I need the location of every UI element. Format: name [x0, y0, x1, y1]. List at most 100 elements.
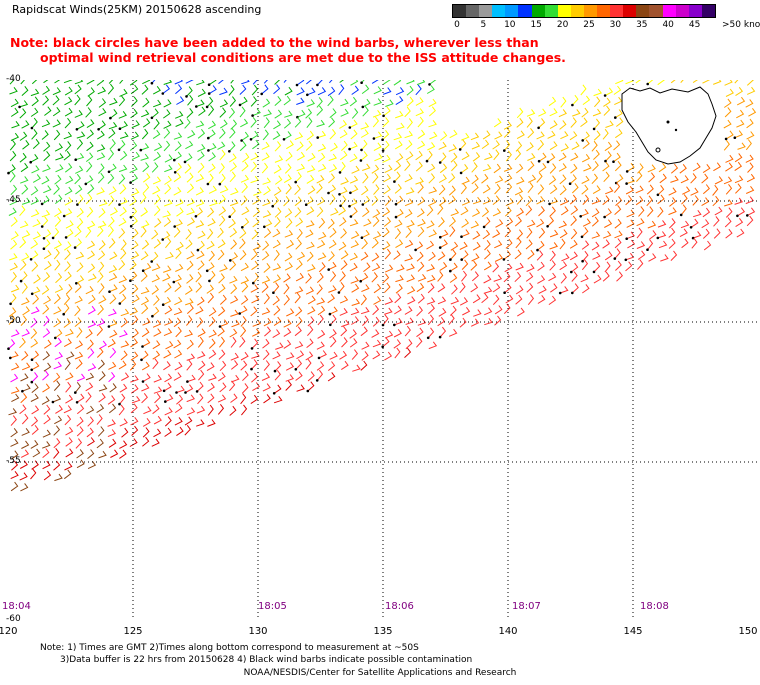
wind-barb — [448, 144, 457, 152]
wind-barb — [42, 448, 50, 458]
wind-barb — [372, 110, 382, 118]
wind-barb — [558, 109, 567, 118]
wind-barb — [131, 396, 141, 404]
wind-barb — [307, 185, 316, 195]
wind-barb — [64, 163, 73, 173]
wind-barb — [294, 207, 302, 218]
wind-barb — [119, 80, 124, 84]
wind-barb — [229, 128, 236, 139]
wind-barb — [340, 260, 348, 270]
wind-barb — [53, 425, 61, 436]
wind-barb — [130, 351, 139, 361]
wind-barb — [131, 294, 140, 304]
wind-barb — [272, 131, 281, 140]
wind-barb — [745, 196, 754, 205]
contamination-dot — [195, 105, 198, 108]
wind-barb — [484, 249, 491, 260]
wind-barb — [119, 121, 128, 130]
wind-barb — [229, 405, 237, 416]
wind-barb — [505, 238, 513, 249]
wind-barb — [252, 196, 261, 205]
wind-barb — [417, 129, 426, 140]
wind-barb — [383, 173, 392, 183]
wind-barb — [76, 275, 85, 284]
wind-barb — [163, 349, 172, 359]
wind-barb — [669, 218, 676, 229]
wind-barb — [505, 182, 513, 194]
wind-barb — [637, 250, 646, 260]
wind-barb — [110, 449, 119, 458]
wind-barb — [42, 370, 50, 381]
footer-note-2: 3)Data buffer is 22 hrs from 20150628 4)… — [60, 655, 473, 665]
contamination-dot — [449, 269, 452, 273]
wind-barb — [19, 337, 26, 349]
wind-barb — [581, 175, 590, 184]
wind-barb — [174, 151, 182, 161]
wind-barb — [693, 210, 702, 218]
legend-swatch — [688, 5, 702, 17]
wind-barb — [429, 80, 437, 85]
wind-barb — [108, 308, 117, 317]
wind-barb — [580, 84, 587, 96]
wind-barb — [514, 149, 522, 161]
wind-barb — [43, 239, 51, 250]
wind-barb — [702, 164, 711, 174]
wind-barb — [130, 108, 138, 119]
wind-barb — [746, 173, 756, 183]
wind-barb — [108, 128, 116, 139]
contamination-dot — [503, 291, 506, 294]
wind-barb — [20, 483, 29, 492]
wind-barb — [217, 327, 225, 337]
wind-barb — [187, 217, 196, 227]
wind-barb — [130, 338, 139, 348]
wind-barb — [483, 261, 492, 271]
wind-barb — [109, 294, 117, 305]
wind-barb — [152, 86, 161, 95]
wind-barb — [76, 404, 85, 415]
contamination-dot — [194, 215, 198, 218]
wind-barb — [341, 319, 350, 328]
contamination-dot — [74, 158, 77, 161]
contamination-dot — [40, 202, 44, 206]
legend-label: 10 — [504, 20, 516, 30]
contamination-dot — [361, 105, 365, 109]
wind-barb — [274, 141, 282, 152]
wind-barb — [505, 150, 512, 162]
wind-barb — [361, 341, 370, 350]
wind-barb — [98, 98, 107, 108]
wind-barb — [152, 350, 161, 360]
wind-barb — [305, 80, 312, 85]
contamination-dot — [570, 270, 573, 274]
wind-barb — [185, 80, 194, 84]
wind-barb — [737, 207, 746, 217]
wind-barb — [187, 374, 196, 383]
wind-barb — [538, 152, 547, 162]
wind-barb — [537, 184, 545, 195]
wind-barb — [605, 151, 612, 162]
wind-barb — [153, 295, 160, 306]
contamination-dot — [360, 148, 363, 152]
wind-barb — [572, 109, 581, 117]
wind-barb — [230, 295, 239, 304]
wind-barb — [30, 468, 37, 480]
wind-barb — [75, 153, 85, 161]
wind-barb — [108, 319, 118, 327]
wind-barb — [162, 231, 171, 240]
wind-barb — [87, 220, 96, 229]
wind-barb — [505, 217, 514, 227]
wind-barb — [42, 351, 51, 361]
wind-barb — [285, 183, 292, 195]
contamination-dot — [348, 147, 351, 151]
wind-barb — [440, 229, 449, 238]
wind-barb — [549, 141, 558, 151]
wind-barb — [349, 262, 358, 272]
wind-barb — [43, 470, 52, 481]
wind-barb — [163, 217, 172, 227]
wind-barb — [272, 228, 281, 238]
wind-barb — [64, 107, 73, 117]
wind-barb — [384, 307, 393, 315]
wind-barb — [173, 172, 182, 183]
wind-barb — [87, 437, 95, 447]
wind-barb — [307, 87, 316, 96]
contamination-dot — [316, 83, 319, 87]
